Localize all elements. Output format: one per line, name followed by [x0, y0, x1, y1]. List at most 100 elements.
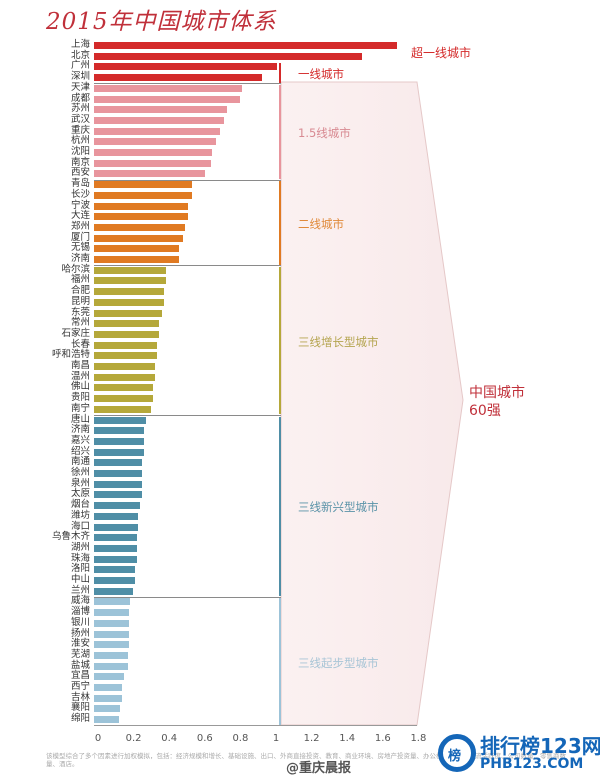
city-label: 成都	[70, 92, 90, 104]
bar	[94, 181, 193, 189]
city-label: 嘉兴	[70, 434, 90, 446]
group-bracket	[279, 84, 281, 180]
x-tick-label: 0	[94, 733, 102, 744]
top60-label-line1: 中国城市	[469, 385, 525, 401]
city-label: 厦门	[70, 231, 90, 243]
city-label: 宁波	[70, 199, 90, 211]
city-label: 南通	[70, 456, 90, 468]
city-label: 银川	[70, 616, 90, 628]
city-label: 淄博	[70, 606, 90, 618]
group-bracket	[279, 181, 281, 265]
bar	[94, 213, 189, 221]
x-tick-label: 0.4	[161, 733, 178, 744]
city-label: 北京	[70, 49, 90, 61]
city-label: 贵阳	[70, 392, 90, 404]
city-label: 南宁	[70, 402, 90, 414]
bar	[94, 684, 122, 691]
city-label: 长春	[70, 338, 90, 350]
bar	[94, 566, 135, 574]
city-label: 天津	[70, 81, 90, 93]
bar	[94, 245, 180, 253]
city-label: 吉林	[70, 691, 90, 703]
x-tick-label: 1.8	[410, 733, 427, 744]
city-label: 大连	[70, 210, 90, 222]
bar	[94, 577, 135, 584]
group-label: 三线新兴型城市	[298, 500, 379, 515]
city-label: 沈阳	[70, 146, 90, 157]
city-label: 西宁	[70, 681, 90, 692]
group-separator	[94, 596, 281, 598]
bar	[94, 512, 139, 520]
bar	[94, 277, 167, 285]
city-label: 威海	[70, 595, 90, 607]
bar	[94, 159, 211, 167]
bar	[94, 149, 213, 156]
bar	[94, 416, 146, 424]
bar	[94, 480, 143, 488]
bar	[94, 619, 130, 627]
city-label: 泉州	[70, 477, 90, 489]
city-label: 珠海	[70, 552, 90, 564]
top60-label-line2: 60强	[469, 403, 501, 419]
city-label: 昆明	[70, 295, 90, 307]
bar	[94, 373, 156, 381]
bar	[94, 630, 130, 638]
bar	[94, 63, 278, 71]
weibo-watermark: @重庆晨报	[286, 761, 352, 776]
bar	[94, 298, 165, 306]
bar	[94, 74, 263, 82]
chart-title: 2015年中国城市体系	[46, 9, 277, 35]
bar	[94, 288, 165, 296]
bar	[94, 127, 220, 135]
bar	[94, 651, 129, 659]
city-label: 潍坊	[70, 509, 90, 521]
group-label: 三线增长型城市	[298, 334, 379, 349]
group-label: 一线城市	[298, 67, 344, 82]
city-label: 兰州	[70, 584, 90, 596]
bar	[94, 256, 180, 263]
bar	[94, 598, 131, 606]
bar	[94, 459, 143, 467]
city-label: 襄阳	[70, 702, 90, 714]
footnote: 该模型综合了多个因素进行加权模拟，包括：经济规模和增长、基础设施、出口、外商直接…	[46, 752, 566, 768]
bar	[94, 448, 144, 456]
bar	[94, 694, 122, 702]
bar	[94, 716, 119, 724]
city-label: 中山	[70, 574, 90, 585]
bar	[94, 320, 159, 328]
city-label: 乌鲁木齐	[51, 531, 90, 543]
city-label: 唐山	[70, 413, 90, 425]
city-label: 哈尔滨	[61, 263, 90, 275]
city-label: 绍兴	[70, 445, 90, 457]
city-label: 武汉	[70, 113, 90, 125]
bar	[94, 341, 157, 349]
city-label: 重庆	[70, 124, 90, 136]
city-label: 郑州	[70, 220, 90, 232]
city-label: 常州	[70, 317, 90, 329]
bar	[94, 523, 139, 531]
bar	[94, 234, 183, 242]
bar	[94, 641, 130, 649]
bar	[94, 138, 217, 146]
bar	[94, 405, 152, 413]
city-label: 湖州	[70, 541, 90, 553]
group-separator	[94, 179, 281, 181]
city-label: 无锡	[70, 242, 90, 254]
bar	[94, 437, 144, 445]
city-label: 太原	[70, 488, 90, 500]
city-label: 济南	[70, 253, 90, 264]
city-label: 徐州	[70, 467, 90, 478]
group-separator	[94, 265, 281, 267]
city-label: 东莞	[70, 306, 90, 318]
bar	[94, 170, 205, 178]
city-label: 芜湖	[70, 648, 90, 660]
bar	[94, 491, 143, 499]
city-label: 温州	[70, 370, 90, 382]
bar	[94, 223, 185, 231]
city-label: 济南	[70, 424, 90, 436]
bar	[94, 352, 157, 360]
city-label: 宜昌	[70, 670, 90, 682]
bar	[94, 84, 242, 92]
bar	[94, 544, 137, 552]
